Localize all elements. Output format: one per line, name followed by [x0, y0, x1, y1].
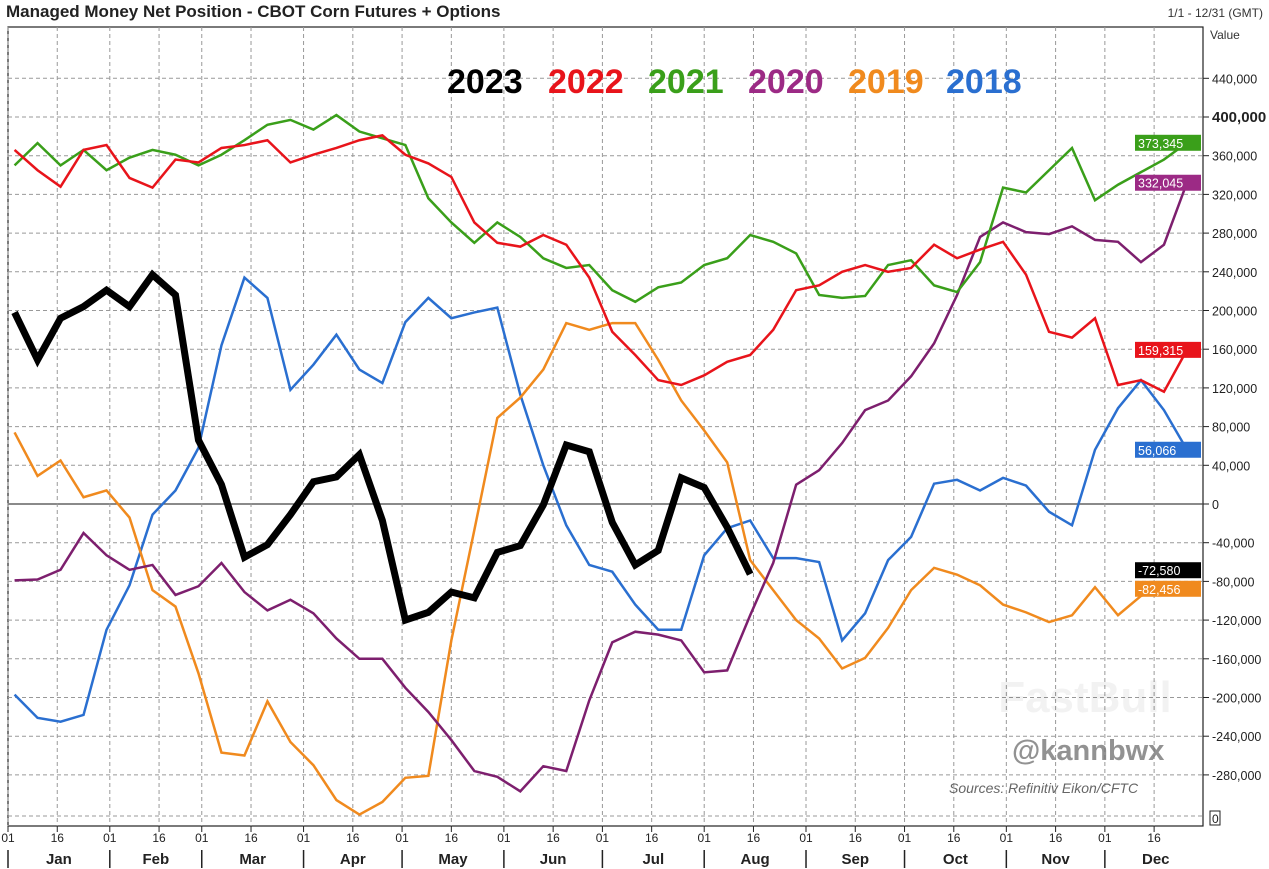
- watermark-logo: FastBull: [998, 673, 1172, 722]
- x-tick-label: 16: [51, 831, 65, 845]
- x-tick-label: 01: [395, 831, 409, 845]
- y-tick-label: -200,000: [1212, 692, 1261, 706]
- x-tick-label: 16: [445, 831, 459, 845]
- y-tick-label: 200,000: [1212, 305, 1257, 319]
- x-tick-label: 16: [947, 831, 961, 845]
- x-tick-label: 01: [698, 831, 712, 845]
- x-tick-label: 16: [645, 831, 659, 845]
- series-line-2018: [13, 275, 1189, 723]
- end-label-2023: -72,580: [1138, 564, 1180, 578]
- y-tick-label: -280,000: [1212, 769, 1261, 783]
- x-tick-label: 01: [497, 831, 511, 845]
- chart-title: Managed Money Net Position - CBOT Corn F…: [6, 2, 501, 21]
- series-line-2022: [13, 134, 1189, 394]
- x-tick-label: 01: [1000, 831, 1014, 845]
- end-label-2018: 56,066: [1138, 444, 1176, 458]
- y-tick-label: -240,000: [1212, 730, 1261, 744]
- x-tick-label: 01: [596, 831, 610, 845]
- x-tick-label: 16: [546, 831, 560, 845]
- end-label-box-2020: [1135, 174, 1201, 191]
- y-tick-label: -40,000: [1212, 537, 1254, 551]
- month-label: Dec: [1142, 851, 1170, 868]
- end-label-box-2022: [1135, 341, 1201, 358]
- source-note: Sources: Refinitiv Eikon/CFTC: [949, 780, 1139, 796]
- end-label-box-2018: [1135, 441, 1201, 458]
- month-label: Nov: [1041, 851, 1070, 868]
- legend-2019: 2019: [848, 63, 924, 101]
- y-tick-label: 160,000: [1212, 343, 1257, 357]
- x-tick-label: 16: [244, 831, 258, 845]
- y-tick-label: 0: [1212, 498, 1219, 512]
- y-tick-label: 440,000: [1212, 72, 1257, 86]
- month-label: Mar: [239, 851, 266, 868]
- legend-2018: 2018: [946, 63, 1022, 101]
- legend-2021: 2021: [648, 63, 724, 101]
- corner-box: [1209, 810, 1221, 826]
- series-line-2020: [14, 182, 1189, 793]
- x-tick-label: 01: [799, 831, 813, 845]
- series-line-2021: [13, 113, 1188, 304]
- series-line-2019: [13, 321, 1188, 817]
- y-tick-label: 40,000: [1212, 459, 1250, 473]
- month-label: Jul: [642, 851, 664, 868]
- month-label: Apr: [340, 851, 366, 868]
- end-label-2022: 159,315: [1138, 344, 1183, 358]
- month-label: Feb: [142, 851, 169, 868]
- x-tick-label: 16: [1049, 831, 1063, 845]
- x-tick-label: 16: [747, 831, 761, 845]
- end-label-2019: -82,456: [1138, 583, 1180, 597]
- month-label: May: [438, 851, 468, 868]
- month-label: Aug: [741, 851, 770, 868]
- x-tick-label: 16: [849, 831, 863, 845]
- month-label: Oct: [943, 851, 968, 868]
- month-label: Sep: [842, 851, 870, 868]
- x-tick-label: 01: [898, 831, 912, 845]
- end-label-box-2019: [1135, 580, 1201, 597]
- y-tick-label: 120,000: [1212, 382, 1257, 396]
- month-label: Jun: [540, 851, 567, 868]
- y-tick-label: 280,000: [1212, 227, 1257, 241]
- y-tick-label: 360,000: [1212, 150, 1257, 164]
- end-label-box-2021: [1135, 134, 1201, 151]
- date-range: 1/1 - 12/31 (GMT): [1167, 6, 1263, 20]
- legend-2020: 2020: [748, 63, 824, 101]
- y-axis-label: Value: [1210, 28, 1240, 42]
- y-tick-label: 400,000: [1212, 109, 1266, 126]
- y-tick-label: 320,000: [1212, 188, 1257, 202]
- y-tick-label: -160,000: [1212, 653, 1261, 667]
- x-tick-label: 16: [346, 831, 360, 845]
- y-tick-label: 240,000: [1212, 266, 1257, 280]
- x-tick-label: 01: [297, 831, 311, 845]
- month-label: Jan: [46, 851, 72, 868]
- end-label-2021: 373,345: [1138, 137, 1183, 151]
- y-tick-label: -80,000: [1212, 575, 1254, 589]
- end-label-2020: 332,045: [1138, 177, 1183, 191]
- x-tick-label: 01: [1, 831, 15, 845]
- x-tick-label: 01: [103, 831, 117, 845]
- author-handle: @kannbwx: [1012, 735, 1164, 767]
- x-tick-label: 01: [195, 831, 209, 845]
- corner-box-label: 0: [1212, 812, 1219, 826]
- y-tick-label: 80,000: [1212, 421, 1250, 435]
- x-tick-label: 01: [1098, 831, 1112, 845]
- x-tick-label: 16: [152, 831, 166, 845]
- y-tick-label: -120,000: [1212, 614, 1261, 628]
- legend-2022: 2022: [548, 63, 624, 101]
- x-tick-label: 16: [1147, 831, 1161, 845]
- end-label-box-2023: [1135, 562, 1201, 579]
- legend-2023: 2023: [447, 63, 523, 101]
